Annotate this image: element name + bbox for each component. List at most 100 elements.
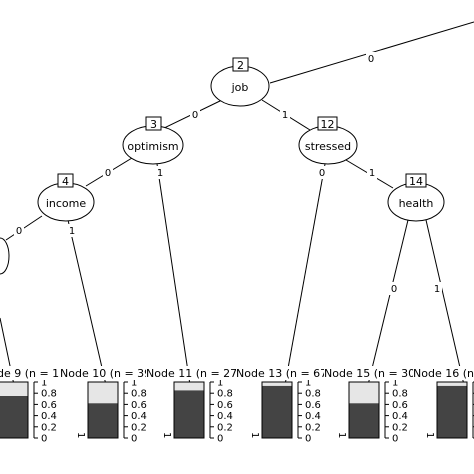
leaf-title-bg: [60, 366, 144, 380]
leaf-bar-frame: [87, 381, 119, 439]
leaf-bar-dark: [349, 403, 379, 438]
leaf-bar-light: [262, 382, 292, 386]
leaf-axis-tick-label: 0: [392, 434, 398, 445]
edge-node-14-to-node-15: [367, 219, 409, 386]
inner-nodes: 2 job 3 optimism 12 stressed 4 income: [0, 57, 445, 275]
node-label: income: [46, 197, 87, 210]
leaf-axis-tick-label: 0.4: [305, 411, 321, 422]
node-12: 12 stressed: [298, 116, 358, 165]
leaf-axis-tick-label: 0.4: [131, 411, 147, 422]
edge-label: 0: [368, 54, 374, 65]
leaf-axis-tick-label: 0.8: [392, 389, 408, 400]
leaf-axis-tick-label: 0.8: [41, 389, 57, 400]
leaf-axis-tick-label: 1: [41, 378, 47, 389]
edge-label: 1: [434, 284, 440, 295]
leaf-axis-tick-label: 0: [217, 434, 223, 445]
leaf-axis-tick-label: 0.4: [392, 411, 408, 422]
edge-label: 1: [69, 226, 75, 237]
leaf-axis-tick-label: 1: [217, 378, 223, 389]
leaf-axis-tick-label: 0.6: [392, 400, 408, 411]
node-label: job: [231, 81, 249, 94]
leaf-axis-tick-label: 0.2: [217, 422, 233, 433]
leaf-title: Node 16 (n = 3: [413, 367, 474, 380]
leaf-side-label: 1: [249, 432, 260, 438]
leaf-bar-dark: [174, 390, 204, 438]
leaf-bar-light: [0, 382, 28, 396]
edge-label: 0: [192, 110, 198, 121]
leaf-axis-tick-label: 0: [305, 434, 311, 445]
leaf-title: Node 11 (n = 27): [146, 367, 241, 380]
leaf-bar-dark: [88, 403, 118, 438]
leaf-axis-tick-label: 1: [131, 378, 137, 389]
edge-label: 0: [319, 168, 325, 179]
edge-node-4-to-node-10: [67, 219, 107, 386]
edge-label: 1: [157, 168, 163, 179]
leaf-title-bg: [236, 366, 320, 380]
node-id: 3: [150, 118, 157, 131]
leaf-axis-tick-label: 0.8: [217, 389, 233, 400]
leaf-title: Node 10 (n = 39): [60, 367, 155, 380]
leaf-axis-tick-label: 0: [41, 434, 47, 445]
leaf-bar-light: [174, 382, 204, 391]
leaf-axis-tick-label: 0.6: [217, 400, 233, 411]
leaf-side-label: 1: [161, 432, 172, 438]
leaf-title: Node 13 (n = 67): [236, 367, 331, 380]
leaf-axis-tick-label: 0.6: [131, 400, 147, 411]
edge-label: 1: [369, 168, 375, 179]
leaf-title: Node 15 (n = 30): [324, 367, 419, 380]
node-label: stressed: [305, 140, 351, 153]
leaf-bar-light: [437, 382, 467, 386]
edges: [0, 21, 474, 386]
leaf-title-bg: [324, 366, 408, 380]
node-label: optimism: [127, 140, 178, 153]
leaf-bar-dark: [0, 396, 28, 438]
leaf-side-label: 1: [424, 432, 435, 438]
node-id: 12: [321, 118, 335, 131]
leaf-axis-tick-label: 0.8: [131, 389, 147, 400]
leaf-axis-tick-label: 1: [392, 378, 398, 389]
leaf-axis-tick-label: 0.6: [41, 400, 57, 411]
leaf-axis-tick-label: 0.2: [131, 422, 147, 433]
leaf-axis-tick-label: 0.2: [392, 422, 408, 433]
leaf-axis-tick-label: 0.2: [305, 422, 321, 433]
leaf-axis-tick-label: 0.4: [217, 411, 233, 422]
leaf-bar-light: [88, 382, 118, 404]
node-3: 3 optimism: [122, 116, 184, 165]
leaf-bar-frame: [0, 381, 29, 439]
edge-node-14-to-node-16: [425, 219, 465, 386]
edge-label: 0: [16, 226, 22, 237]
leaf-axis-tick-label: 0.8: [305, 389, 321, 400]
edge-node-3-to-node-11: [156, 163, 191, 386]
leaf-axis-tick-label: 1: [305, 378, 311, 389]
leaf-title-bg: [413, 366, 474, 380]
leaf-axis-tick-label: 0: [131, 434, 137, 445]
leaf-bar-dark: [437, 385, 467, 438]
leaf-side-label: 1: [336, 432, 347, 438]
leaf-bar-light: [349, 382, 379, 404]
node-id: 4: [62, 175, 69, 188]
leaf-bar-dark: [262, 385, 292, 438]
edge-label: 0: [391, 284, 397, 295]
leaf-axis-tick-label: 0.2: [41, 422, 57, 433]
edge-node-12-to-node-13: [284, 163, 326, 386]
leaf-bar-frame: [348, 381, 380, 439]
node-2: 2 job: [210, 57, 270, 107]
node-id: 2: [237, 59, 244, 72]
leaf-axis-tick-label: 0.4: [41, 411, 57, 422]
leaf-bar-frame: [436, 381, 468, 439]
node-4: 4 income: [37, 173, 95, 222]
leaf-title-bg: [0, 366, 66, 380]
edge-label: 0: [105, 168, 111, 179]
node-label: health: [399, 197, 434, 210]
edge-labels: 0 0 1 0 1 0 1 0 1 0 1: [14, 52, 442, 295]
leaf-side-label: 1: [75, 432, 86, 438]
leaf-title-bg: [146, 366, 230, 380]
